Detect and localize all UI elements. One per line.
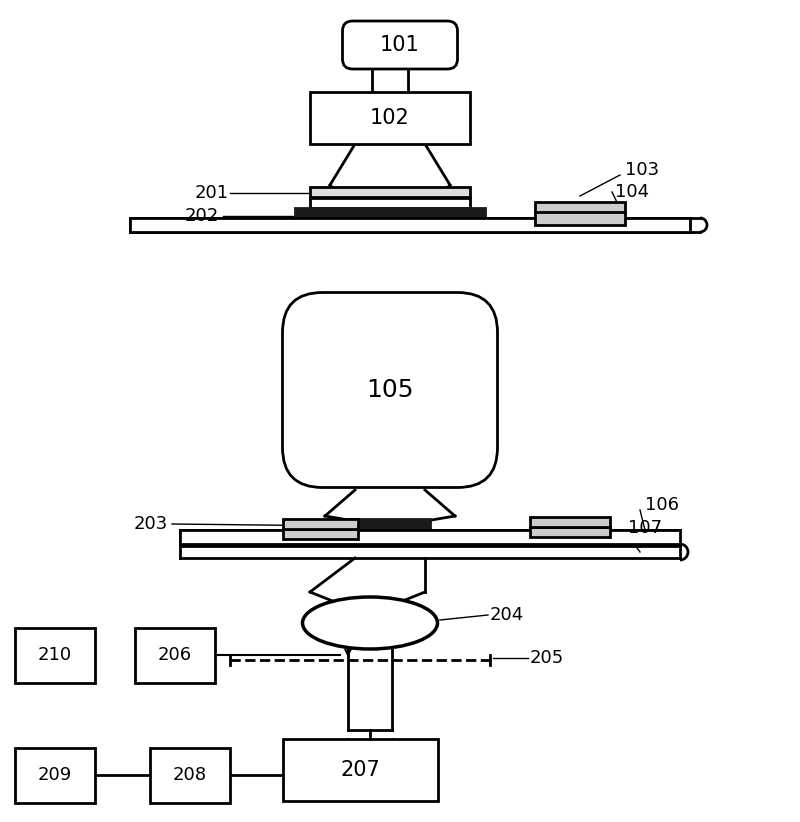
Bar [310, 198, 470, 208]
FancyBboxPatch shape [282, 293, 498, 487]
FancyBboxPatch shape [342, 21, 458, 69]
Bar [535, 201, 625, 213]
Text: 210: 210 [38, 646, 72, 664]
Text: 104: 104 [615, 183, 649, 201]
Text: 101: 101 [380, 35, 420, 55]
Bar [282, 519, 358, 529]
Text: 107: 107 [628, 519, 662, 537]
Text: 207: 207 [340, 760, 380, 780]
Bar [310, 187, 470, 197]
Text: 208: 208 [173, 766, 207, 784]
Text: 106: 106 [645, 496, 679, 514]
Text: 201: 201 [195, 184, 229, 202]
Text: 209: 209 [38, 766, 72, 784]
Bar [15, 627, 95, 682]
Bar [180, 530, 680, 544]
Bar [310, 92, 470, 144]
Bar [135, 627, 215, 682]
Text: 103: 103 [625, 161, 659, 179]
Text: 105: 105 [366, 378, 414, 402]
Bar [130, 218, 690, 232]
Text: 102: 102 [370, 108, 410, 128]
Text: 205: 205 [530, 649, 564, 667]
Bar [282, 529, 358, 539]
Bar [295, 207, 485, 220]
Ellipse shape [302, 597, 438, 649]
Text: 202: 202 [185, 207, 219, 225]
Text: 206: 206 [158, 646, 192, 664]
Bar [530, 517, 610, 527]
Bar [15, 747, 95, 802]
Bar [282, 739, 438, 801]
Bar [150, 747, 230, 802]
Text: 203: 203 [134, 515, 168, 533]
Bar [535, 211, 625, 224]
Bar [530, 527, 610, 537]
Bar [350, 519, 430, 531]
Text: 204: 204 [490, 606, 524, 624]
